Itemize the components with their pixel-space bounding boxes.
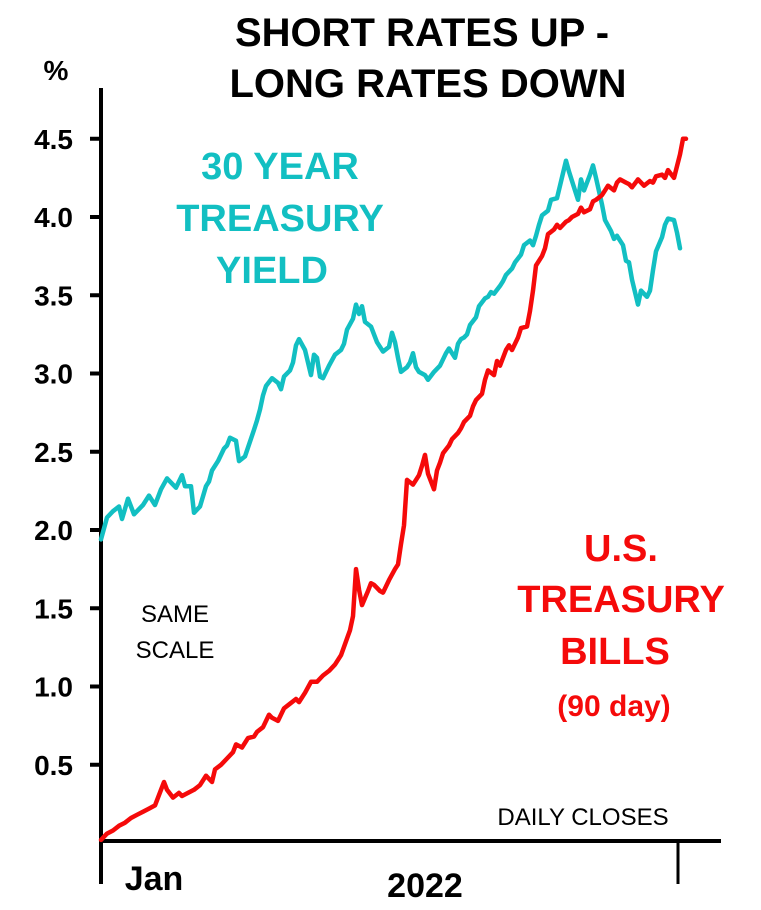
series-label-30y-line-3: YIELD bbox=[216, 250, 328, 292]
y-axis-unit-label: % bbox=[44, 55, 69, 86]
y-tick-label: 3.5 bbox=[34, 280, 73, 311]
series-label-tbills-line-3: BILLS bbox=[560, 631, 670, 673]
series-layer bbox=[98, 136, 689, 843]
series-label-tbills-line-2: TREASURY bbox=[517, 579, 725, 621]
y-tick-label: 3.0 bbox=[34, 359, 73, 390]
y-tick-label: 1.0 bbox=[34, 672, 73, 703]
y-tick-label: 4.0 bbox=[34, 202, 73, 233]
y-tick-label: 4.5 bbox=[34, 124, 73, 155]
chart-title-line-1: SHORT RATES UP - bbox=[235, 11, 609, 55]
x-axis-label-year: 2022 bbox=[387, 867, 463, 905]
y-tick-label: 2.0 bbox=[34, 515, 73, 546]
annotation-daily-closes: DAILY CLOSES bbox=[497, 804, 668, 831]
y-tick-label: 1.5 bbox=[34, 593, 73, 624]
series-line-30y-treasury-yield bbox=[98, 158, 683, 542]
series-label-30y-line-2: TREASURY bbox=[176, 198, 384, 240]
chart-title-line-2: LONG RATES DOWN bbox=[229, 62, 626, 106]
y-tick-label: 0.5 bbox=[34, 750, 73, 781]
annotation-same-scale-line-2: SCALE bbox=[136, 637, 215, 664]
series-label-tbills-line-1: U.S. bbox=[584, 528, 658, 570]
series-label-tbills-sub: (90 day) bbox=[557, 690, 670, 723]
y-tick-label: 2.5 bbox=[34, 437, 73, 468]
y-axis-ticks: 0.5 1.0 1.5 2.0 2.5 3.0 3.5 4.0 4.5 bbox=[34, 124, 101, 781]
series-label-30y-line-1: 30 YEAR bbox=[201, 146, 359, 188]
series-line-treasury-bills-90day bbox=[98, 136, 689, 843]
x-axis-label-jan: Jan bbox=[125, 860, 184, 898]
annotation-same-scale-line-1: SAME bbox=[141, 601, 209, 628]
